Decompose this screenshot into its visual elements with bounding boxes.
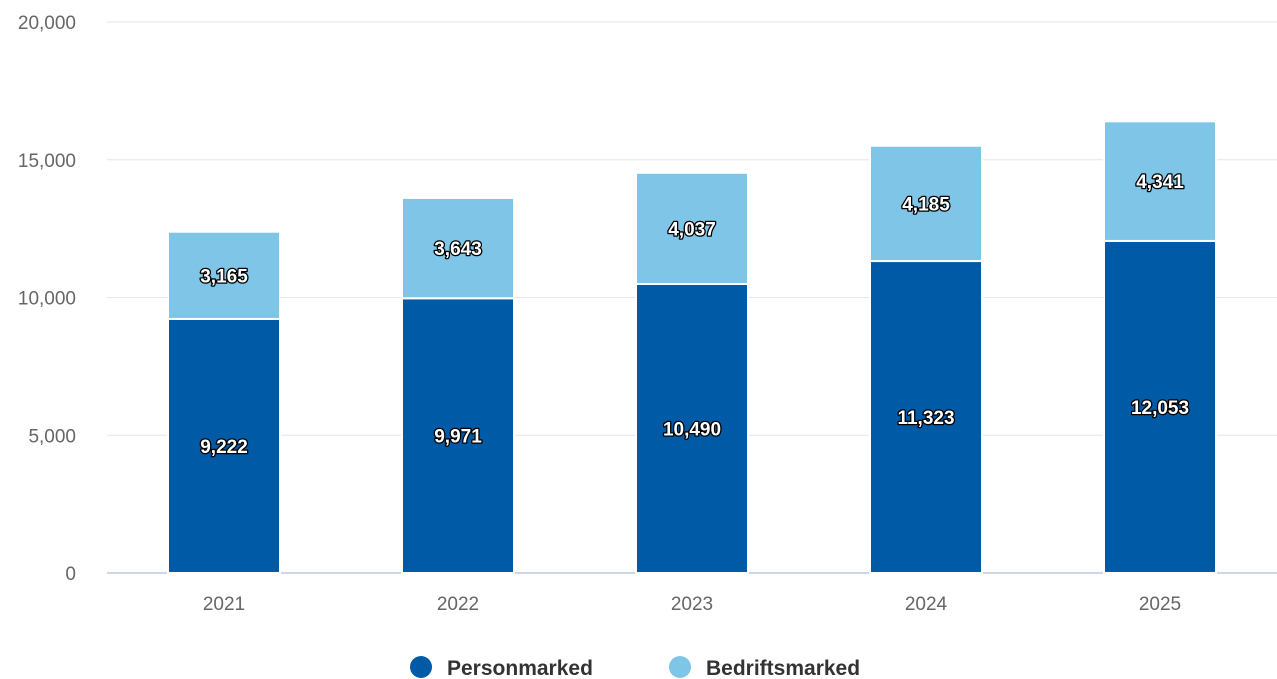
data-label-bedriftsmarked-2022: 3,643	[434, 239, 482, 260]
bars	[167, 120, 1217, 574]
data-label-personmarked-2023: 10,490	[663, 420, 721, 441]
bar-bedriftsmarked-2022[interactable]	[401, 196, 515, 300]
legend-item-bedriftsmarked[interactable]: Bedriftsmarked	[669, 656, 860, 679]
data-label-bedriftsmarked-2025: 4,341	[1136, 172, 1184, 193]
legend[interactable]: Personmarked Bedriftsmarked	[410, 656, 860, 679]
data-label-bedriftsmarked-2024: 4,185	[902, 194, 950, 215]
data-label-personmarked-2025: 12,053	[1131, 398, 1189, 419]
bar-bedriftsmarked-2025[interactable]	[1103, 120, 1217, 242]
x-tick-label: 2023	[671, 594, 713, 615]
x-axis: 2021 2022 2023 2024 2025	[203, 594, 1181, 615]
data-labels: 9,222 3,165 9,971 3,643 10,490 4,037 11,323 4,1…	[199, 171, 1190, 459]
data-label-bedriftsmarked-2023: 4,037	[668, 219, 716, 240]
y-tick-label: 20,000	[18, 13, 76, 34]
x-tick-label: 2021	[203, 594, 245, 615]
bar-personmarked-2021[interactable]	[167, 317, 281, 574]
y-tick-label: 10,000	[18, 289, 76, 310]
y-tick-label: 0	[65, 564, 76, 585]
y-axis: 0 5,000 10,000 15,000 20,000	[18, 13, 76, 585]
bar-personmarked-2024[interactable]	[869, 260, 983, 574]
bar-bedriftsmarked-2023[interactable]	[635, 171, 749, 286]
bar-bedriftsmarked-2021[interactable]	[167, 230, 281, 320]
y-tick-label: 15,000	[18, 151, 76, 172]
legend-label: Bedriftsmarked	[706, 657, 860, 679]
bar-personmarked-2025[interactable]	[1103, 239, 1217, 574]
legend-symbol	[410, 656, 432, 678]
y-tick-label: 5,000	[28, 426, 76, 447]
bar-bedriftsmarked-2024[interactable]	[869, 144, 983, 263]
x-tick-label: 2022	[437, 594, 479, 615]
legend-item-personmarked[interactable]: Personmarked	[410, 656, 593, 679]
x-tick-label: 2025	[1139, 594, 1181, 615]
legend-label: Personmarked	[447, 657, 593, 679]
legend-symbol	[669, 656, 691, 678]
x-tick-label: 2024	[905, 594, 948, 615]
data-label-personmarked-2022: 9,971	[434, 427, 482, 448]
data-label-personmarked-2021: 9,222	[200, 437, 248, 458]
data-label-bedriftsmarked-2021: 3,165	[200, 266, 248, 287]
data-label-personmarked-2024: 11,323	[897, 408, 954, 429]
